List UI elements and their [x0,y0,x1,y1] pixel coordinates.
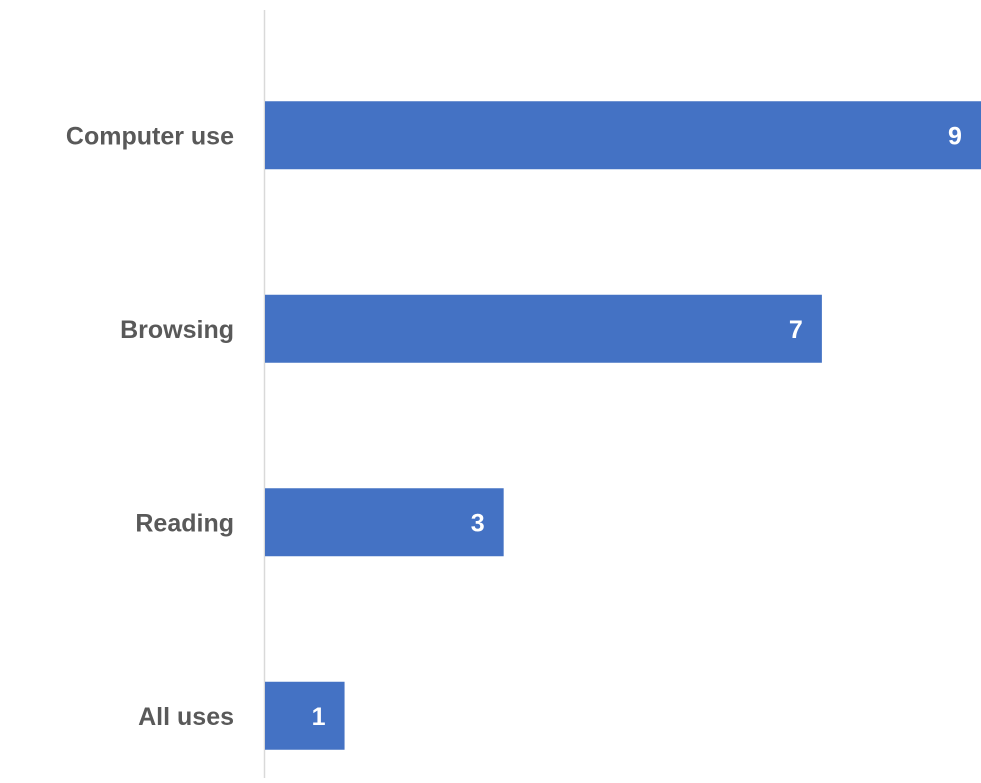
value-label-2: 3 [471,509,485,537]
value-label-1: 7 [789,316,803,344]
bar-2 [265,488,504,557]
category-label-3: All uses [138,703,234,731]
category-label-1: Browsing [120,316,234,344]
category-label-0: Computer use [66,122,234,150]
value-label-0: 9 [948,122,962,150]
bar-0 [265,101,981,170]
bar-1 [265,294,822,363]
bar-3 [265,681,345,750]
value-label-3: 1 [312,703,326,731]
category-label-2: Reading [135,509,234,537]
